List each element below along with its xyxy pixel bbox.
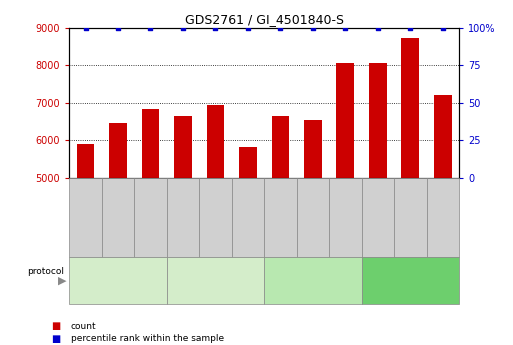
Text: percentile rank within the sample: percentile rank within the sample	[71, 334, 224, 343]
Bar	[271, 116, 289, 178]
Point	[82, 25, 90, 30]
Text: control: control	[105, 276, 131, 285]
Bar	[434, 95, 452, 178]
Point	[374, 25, 382, 30]
Text: ■: ■	[51, 321, 61, 331]
Bar	[239, 147, 257, 178]
Point	[179, 25, 187, 30]
Text: GSM71663: GSM71663	[212, 198, 219, 237]
Text: HIF-1alpha depletion: HIF-1alpha depletion	[175, 276, 255, 285]
Point	[309, 25, 317, 30]
Point	[114, 25, 122, 30]
Text: GSM71661: GSM71661	[147, 198, 153, 237]
Text: GSM71662: GSM71662	[180, 198, 186, 237]
Point	[211, 25, 220, 30]
Title: GDS2761 / GI_4501840-S: GDS2761 / GI_4501840-S	[185, 13, 344, 27]
Point	[439, 25, 447, 30]
Text: ■: ■	[51, 334, 61, 344]
Text: GSM71670: GSM71670	[440, 198, 446, 237]
Bar	[337, 63, 354, 178]
Text: GSM71667: GSM71667	[342, 198, 348, 237]
Text: HIF-2alpha depletion: HIF-2alpha depletion	[273, 276, 353, 285]
Text: count: count	[71, 322, 96, 331]
Bar	[304, 120, 322, 178]
Point	[146, 25, 154, 30]
Bar	[76, 144, 94, 178]
Text: GSM71664: GSM71664	[245, 198, 251, 237]
Text: ▶: ▶	[58, 275, 67, 285]
Bar	[174, 116, 192, 178]
Text: GSM71668: GSM71668	[375, 198, 381, 237]
Text: GSM71665: GSM71665	[278, 198, 284, 237]
Point	[341, 25, 349, 30]
Text: HIF-1alpha HIF-2alpha
depletion: HIF-1alpha HIF-2alpha depletion	[368, 270, 453, 290]
Text: GSM71659: GSM71659	[83, 198, 89, 237]
Text: protocol: protocol	[27, 267, 64, 276]
Point	[244, 25, 252, 30]
Bar	[142, 109, 160, 178]
Bar	[402, 38, 419, 178]
Text: GSM71660: GSM71660	[115, 198, 121, 237]
Bar	[207, 105, 224, 178]
Bar	[109, 123, 127, 178]
Bar	[369, 63, 387, 178]
Text: GSM71666: GSM71666	[310, 198, 316, 237]
Text: GSM71669: GSM71669	[407, 198, 413, 237]
Point	[406, 25, 415, 30]
Point	[277, 25, 285, 30]
